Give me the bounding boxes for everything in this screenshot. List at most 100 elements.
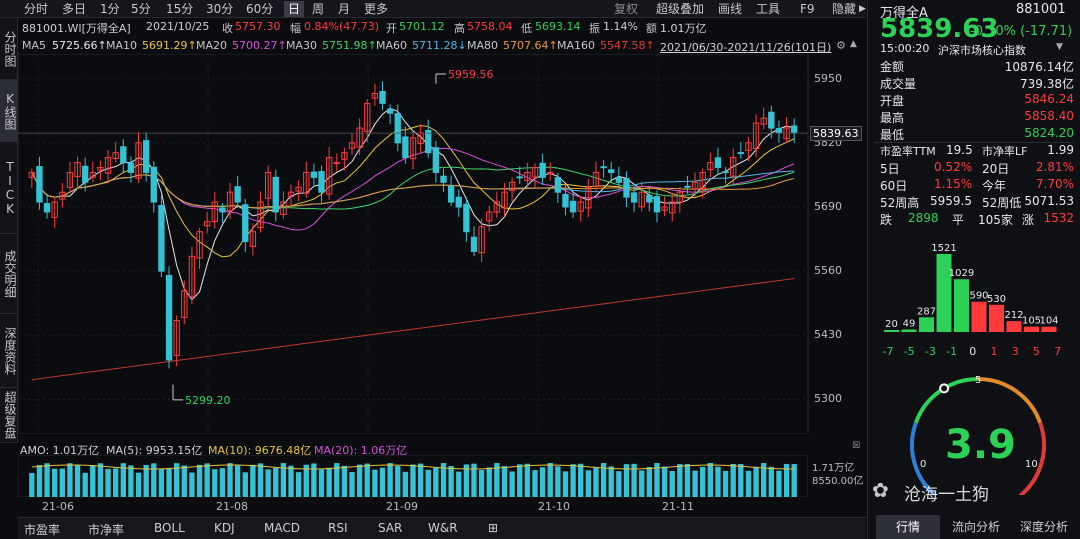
ma5-label: MA5: [22, 39, 47, 52]
sidebar-item-tick[interactable]: TICK: [0, 142, 17, 234]
sidebar-item-review[interactable]: 超级复盘: [0, 388, 17, 443]
tab-5min[interactable]: 5分: [131, 2, 151, 16]
volume-bar: [715, 466, 721, 497]
tab-sar[interactable]: SAR: [378, 521, 403, 535]
overlay-button[interactable]: 超级叠加: [656, 2, 705, 16]
tab-macd[interactable]: MACD: [264, 521, 300, 535]
volume-bar: [166, 468, 172, 497]
distribution-bar: [1024, 326, 1039, 332]
tab-15min[interactable]: 15分: [166, 2, 194, 16]
volume-bar: [532, 470, 538, 497]
expand-icon[interactable]: ▼: [1056, 42, 1063, 52]
tab-1min[interactable]: 1分: [100, 2, 120, 16]
gear-icon[interactable]: ⚙: [836, 39, 846, 52]
sidebar-item-trade-detail[interactable]: 成交明细: [0, 234, 17, 314]
candle-body: [554, 177, 562, 193]
kline-chart[interactable]: 5959.56 5299.20: [18, 54, 866, 434]
hide-button[interactable]: 隐藏: [832, 2, 857, 16]
candle-body: [341, 152, 348, 160]
f9-button[interactable]: F9: [800, 2, 815, 16]
ma-line: [31, 107, 795, 301]
tab-quote[interactable]: 行情: [876, 515, 940, 539]
candlesticks: [28, 81, 798, 369]
add-indicator-icon[interactable]: ⊞: [488, 521, 499, 535]
candle-body: [112, 152, 119, 160]
ma10-value: 5691.29↑: [142, 39, 197, 52]
draw-button[interactable]: 画线: [718, 2, 743, 16]
sidebar-item-kline[interactable]: K线图: [0, 80, 17, 142]
tab-pb[interactable]: 市净率: [88, 523, 125, 537]
candle-body: [310, 171, 318, 178]
volume-bar: [509, 471, 515, 497]
ma60-label: MA60: [376, 39, 408, 52]
tab-more[interactable]: 更多: [364, 2, 389, 16]
d20-value: 2.81%: [1035, 160, 1074, 174]
tab-wr[interactable]: W&R: [428, 521, 458, 535]
distribution-axis-label: -5: [904, 345, 915, 358]
candle-body: [28, 171, 35, 178]
tab-monthly[interactable]: 月: [338, 2, 351, 16]
volume-bar: [646, 467, 653, 497]
tab-daily[interactable]: 日: [284, 1, 305, 17]
ytd-label: 今年: [982, 179, 1007, 193]
distribution-bar: [971, 301, 987, 332]
adjust-button[interactable]: 复权: [614, 2, 639, 16]
volume-bar: [120, 463, 126, 497]
distribution-value: 104: [1039, 316, 1058, 327]
volume-bar: [433, 467, 439, 497]
indicator-tabs: 市盈率 市净率 BOLL KDJ MACD RSI SAR W&R ⊞: [18, 517, 866, 539]
date-tick: 21-06: [42, 500, 74, 513]
tools-button[interactable]: 工具: [756, 2, 781, 16]
tab-depth-analysis[interactable]: 深度分析: [1019, 520, 1068, 534]
collapse-icon[interactable]: ▲: [850, 39, 857, 49]
tab-weekly[interactable]: 周: [312, 2, 325, 16]
candle-body: [661, 206, 668, 211]
ma160-line: [31, 278, 795, 381]
hide-arrow-icon[interactable]: ▶: [859, 4, 866, 14]
volume-bar: [379, 467, 386, 497]
tab-60min[interactable]: 60分: [246, 2, 274, 16]
gauge-mid: 5: [975, 375, 982, 386]
index-tag: 沪深市场核心指数: [938, 44, 1026, 57]
volume-bar: [242, 472, 248, 497]
candle-body: [59, 191, 66, 200]
date-range[interactable]: 2021/06/30-2021/11/26(101日): [660, 41, 832, 54]
candle-body: [425, 129, 432, 154]
tab-intraday[interactable]: 分时: [24, 2, 49, 16]
tab-boll[interactable]: BOLL: [154, 521, 185, 535]
sidebar-item-intraday[interactable]: 分时图: [0, 18, 17, 80]
volume-bar: [707, 463, 713, 497]
ma60-value: 5711.28↓: [412, 39, 467, 52]
distribution-axis-label: -1: [946, 345, 957, 358]
volume-bar: [616, 471, 622, 497]
sidebar-item-depth[interactable]: 深度资料: [0, 314, 17, 388]
ma-line: [31, 172, 795, 209]
volume-bar: [661, 466, 668, 497]
candle-body: [638, 191, 645, 208]
tab-multiday[interactable]: 多日: [62, 2, 87, 16]
wechat-icon: ✿: [872, 478, 889, 502]
tab-30min[interactable]: 30分: [206, 2, 234, 16]
volume-ma10: MA(10): 9676.48亿: [208, 444, 312, 457]
tab-pe[interactable]: 市盈率: [24, 523, 61, 537]
candle-body: [493, 201, 501, 213]
volume-bar: [539, 467, 546, 497]
close-volume-icon[interactable]: ☒: [852, 441, 861, 451]
volume-mid-label: 8550.00亿: [812, 476, 864, 487]
candle-body: [646, 194, 653, 203]
volume-bar: [639, 470, 645, 497]
volume-bar: [143, 464, 149, 497]
volume-bar: [448, 466, 454, 497]
ytd-value: 7.70%: [1035, 177, 1074, 191]
d5-label: 5日: [880, 162, 900, 176]
volume-bar: [288, 465, 294, 497]
candle-body: [188, 255, 196, 297]
pb-value: 1.99: [1047, 143, 1074, 157]
tab-kdj[interactable]: KDJ: [214, 521, 235, 535]
index-code-right: 881001: [1016, 2, 1066, 17]
tab-rsi[interactable]: RSI: [328, 521, 348, 535]
distribution-axis-label: -3: [925, 345, 936, 358]
open-row-label: 开盘: [880, 94, 905, 108]
d20-label: 20日: [982, 162, 1010, 176]
tab-flow-analysis[interactable]: 流向分析: [951, 520, 1000, 534]
